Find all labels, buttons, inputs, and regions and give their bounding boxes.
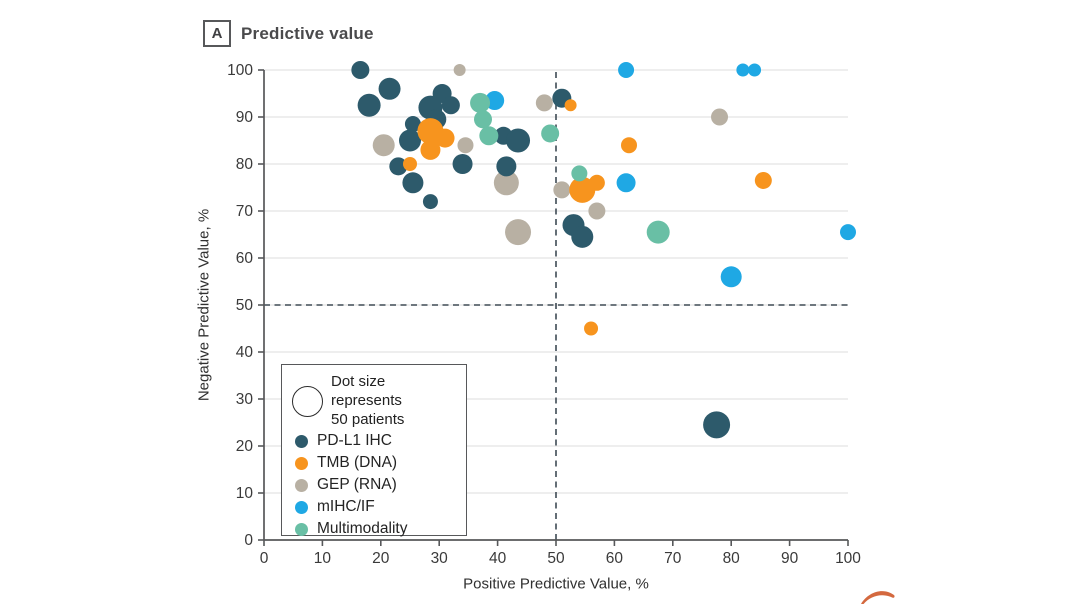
- dot-pd-l1-ihc: [389, 157, 408, 176]
- y-tick-label-90: 90: [236, 109, 254, 126]
- x-tick-label-10: 10: [314, 550, 332, 567]
- legend-item-3: GEP (RNA): [295, 476, 456, 494]
- dot-tmb-dna: [588, 174, 605, 191]
- dot-gep-rna: [535, 94, 553, 112]
- dot-pd-l1-ihc: [452, 154, 473, 174]
- panel-letter-badge: A: [203, 20, 231, 47]
- y-tick-label-80: 80: [236, 156, 254, 173]
- panel-header: A Predictive value: [203, 20, 374, 47]
- dot-gep-rna: [553, 181, 571, 199]
- y-tick-label-10: 10: [236, 485, 254, 502]
- dot-pd-l1-ihc: [402, 172, 424, 194]
- dot-pd-l1-ihc: [404, 116, 421, 133]
- dot-pd-l1-ihc: [703, 411, 731, 439]
- dot-pd-l1-ihc: [399, 129, 421, 152]
- dot-pd-l1-ihc: [357, 93, 381, 117]
- x-tick-label-90: 90: [781, 550, 799, 567]
- legend-item-label: PD-L1 IHC: [317, 432, 392, 450]
- dot-mihc-if: [840, 224, 856, 241]
- dot-pd-l1-ihc: [441, 96, 460, 115]
- size-sample-circle-icon: [292, 385, 323, 417]
- y-tick-label-70: 70: [236, 203, 254, 220]
- legend-dot-icon: [295, 456, 308, 470]
- dot-gep-rna: [457, 137, 474, 154]
- x-tick-label-50: 50: [547, 550, 565, 567]
- dot-mihc-if: [618, 62, 635, 78]
- dot-mihc-if: [616, 173, 636, 193]
- dot-tmb-dna: [403, 157, 417, 171]
- x-tick-label-80: 80: [723, 550, 741, 567]
- legend-item-5: Multimodality: [295, 520, 456, 538]
- x-tick-label-60: 60: [606, 550, 624, 567]
- x-axis-title: Positive Predictive Value, %: [463, 575, 649, 593]
- dot-multimodality: [470, 92, 491, 113]
- dot-pd-l1-ihc: [506, 128, 531, 153]
- x-tick-label-20: 20: [372, 550, 390, 567]
- x-tick-label-70: 70: [664, 550, 682, 567]
- y-tick-label-0: 0: [244, 532, 253, 549]
- legend-item-label: Multimodality: [317, 520, 408, 538]
- legend-dot-icon: [295, 522, 308, 536]
- legend-item-4: mIHC/IF: [295, 498, 456, 516]
- dot-gep-rna: [588, 202, 606, 220]
- dot-multimodality: [571, 165, 588, 182]
- legend-item-1: PD-L1 IHC: [295, 432, 456, 450]
- y-axis-title: Negative Predictive Value, %: [195, 208, 213, 402]
- dot-gep-rna: [505, 219, 532, 246]
- dot-mihc-if: [485, 91, 505, 111]
- dot-multimodality: [646, 220, 670, 244]
- x-tick-label-40: 40: [489, 550, 507, 567]
- dot-tmb-dna: [420, 139, 441, 160]
- dot-pd-l1-ihc: [571, 225, 594, 248]
- legend-size-line1: Dot size represents: [331, 373, 402, 409]
- panel-title: Predictive value: [241, 23, 374, 43]
- y-tick-label-30: 30: [236, 391, 254, 408]
- dot-multimodality: [479, 126, 499, 146]
- x-tick-label-30: 30: [431, 550, 449, 567]
- legend-dot-icon: [295, 434, 308, 448]
- legend-item-label: GEP (RNA): [317, 476, 397, 494]
- legend-dot-icon: [295, 500, 308, 514]
- y-tick-label-40: 40: [236, 344, 254, 361]
- dot-pd-l1-ihc: [378, 77, 401, 100]
- dot-gep-rna: [711, 108, 729, 126]
- x-tick-label-100: 100: [835, 550, 861, 567]
- y-tick-label-60: 60: [236, 250, 254, 267]
- legend-item-label: mIHC/IF: [317, 498, 375, 516]
- dot-gep-rna: [493, 170, 519, 196]
- legend-size-entry: Dot size represents 50 patients: [292, 373, 456, 429]
- dot-tmb-dna: [564, 99, 577, 112]
- dot-mihc-if: [748, 63, 762, 77]
- dot-pd-l1-ihc: [422, 194, 438, 210]
- dot-pd-l1-ihc: [496, 156, 517, 177]
- dot-tmb-dna: [435, 128, 455, 148]
- y-tick-label-20: 20: [236, 438, 254, 455]
- y-tick-label-50: 50: [236, 297, 254, 314]
- dot-tmb-dna: [754, 171, 772, 189]
- dot-pd-l1-ihc: [351, 61, 370, 79]
- dot-tmb-dna: [569, 176, 596, 203]
- logo-swoosh-icon: [861, 591, 895, 604]
- dot-multimodality: [541, 124, 560, 143]
- dot-tmb-dna: [584, 321, 599, 336]
- legend-box: Dot size represents 50 patients PD-L1 IH…: [281, 364, 467, 538]
- y-tick-label-100: 100: [227, 62, 253, 79]
- dot-gep-rna: [453, 64, 466, 76]
- legend-size-text: Dot size represents 50 patients: [331, 373, 456, 429]
- dot-multimodality: [474, 110, 492, 129]
- legend-dot-icon: [295, 478, 308, 492]
- dot-gep-rna: [372, 134, 395, 157]
- legend-items: PD-L1 IHC TMB (DNA) GEP (RNA) mIHC/IF Multim…: [292, 432, 456, 538]
- legend-item-2: TMB (DNA): [295, 454, 456, 472]
- x-tick-label-0: 0: [260, 550, 269, 567]
- dot-tmb-dna: [621, 137, 637, 154]
- legend-size-line2: 50 patients: [331, 410, 405, 428]
- dot-mihc-if: [736, 63, 750, 77]
- dot-mihc-if: [720, 266, 742, 288]
- legend-item-label: TMB (DNA): [317, 454, 398, 472]
